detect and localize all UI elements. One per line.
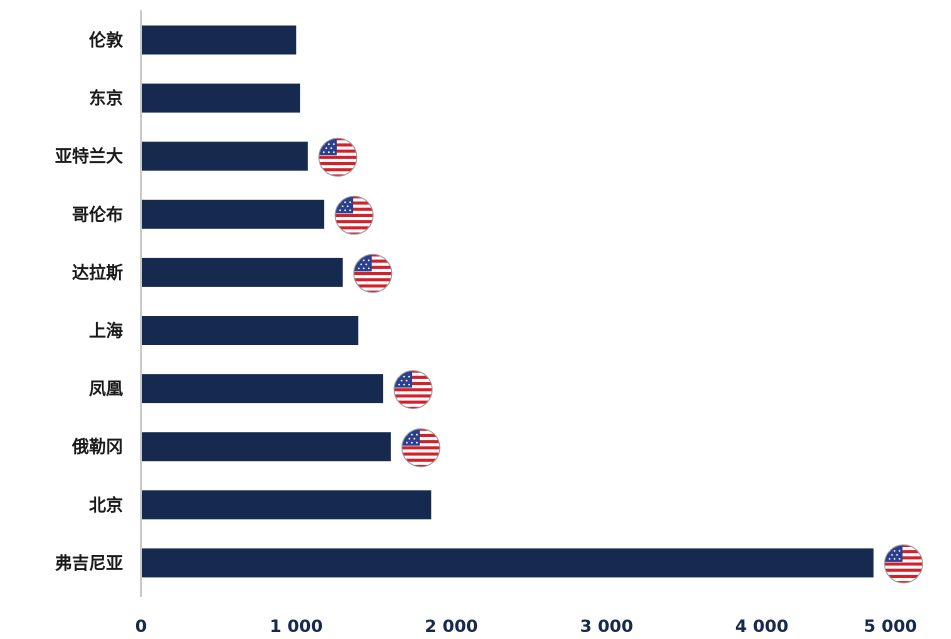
us-flag-icon <box>353 253 393 293</box>
bar-5 <box>142 316 359 345</box>
category-label-1: 东京 <box>89 88 123 109</box>
category-label-3: 哥伦布 <box>72 204 123 225</box>
category-label-9: 弗吉尼亚 <box>55 553 123 574</box>
x-tick-label-2: 2 000 <box>425 617 478 637</box>
bars-group <box>142 25 874 578</box>
category-label-2: 亚特兰大 <box>55 146 123 167</box>
category-label-7: 俄勒冈 <box>71 437 123 458</box>
us-flag-icon <box>393 370 433 410</box>
x-tick-label-5: 5 000 <box>864 617 917 637</box>
bar-0 <box>142 25 297 55</box>
us-flag-icon <box>401 428 441 468</box>
x-tick-label-4: 4 000 <box>735 617 788 637</box>
us-flag-icon <box>318 137 358 177</box>
bar-9 <box>142 548 874 578</box>
bar-8 <box>142 490 432 520</box>
bar-6 <box>142 374 384 404</box>
x-tick-label-3: 3 000 <box>580 617 633 637</box>
category-label-5: 上海 <box>89 321 123 342</box>
us-flag-icon <box>884 544 924 584</box>
x-tick-label-0: 0 <box>135 617 147 637</box>
category-label-6: 凤凰 <box>89 380 123 400</box>
us-flag-icon <box>334 195 374 235</box>
category-label-0: 伦敦 <box>89 30 124 51</box>
bar-4 <box>142 257 343 287</box>
x-tick-labels: 0 1 000 2 000 3 000 4 000 5 000 <box>135 617 917 637</box>
category-label-4: 达拉斯 <box>72 262 123 283</box>
bar-2 <box>142 141 308 171</box>
x-tick-label-1: 1 000 <box>270 617 323 637</box>
category-label-8: 北京 <box>89 495 123 516</box>
bar-3 <box>142 199 325 229</box>
bar-1 <box>142 83 301 113</box>
bar-7 <box>142 432 391 462</box>
